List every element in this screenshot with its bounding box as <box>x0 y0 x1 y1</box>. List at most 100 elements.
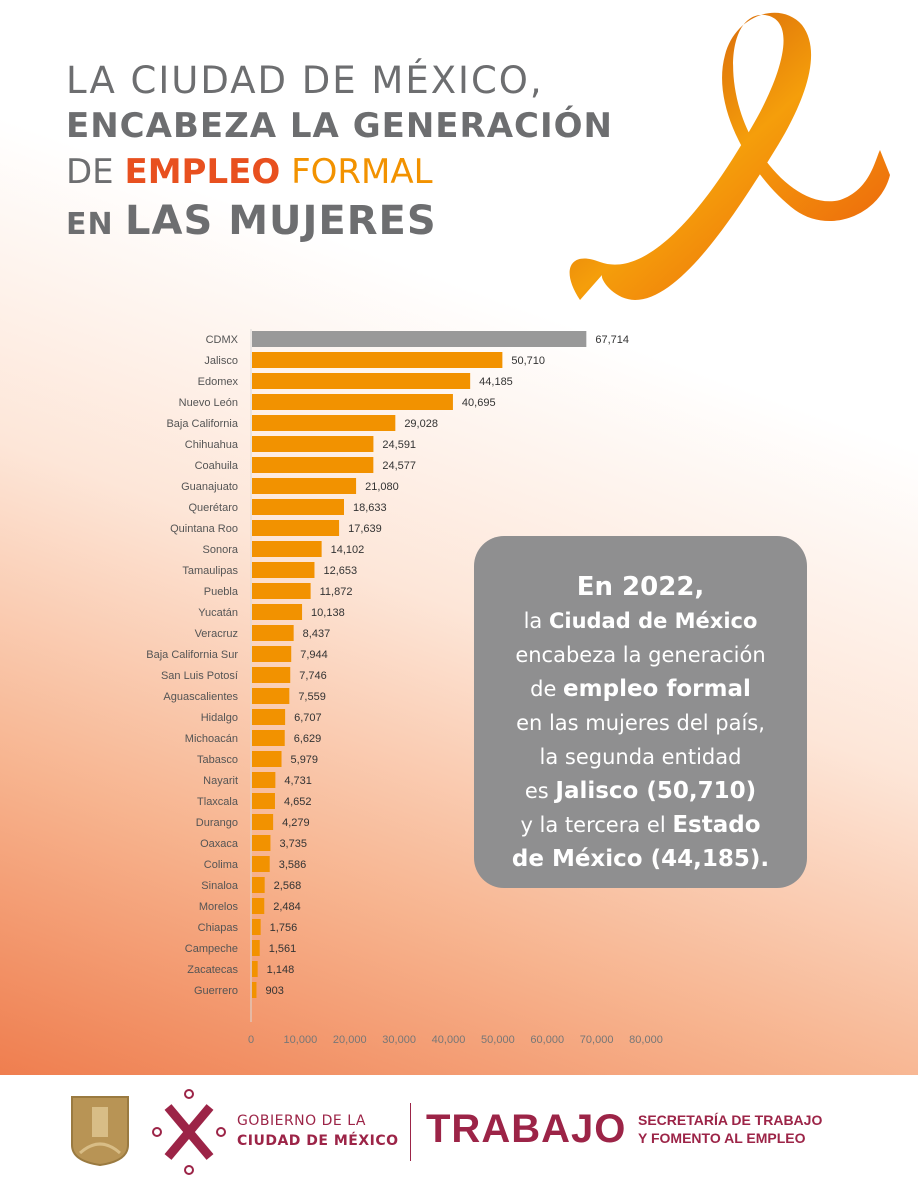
callout-line: en las mujeres del país, <box>516 711 765 735</box>
footer-divider <box>410 1103 411 1161</box>
callout-bold: empleo formal <box>563 676 751 702</box>
category-label: Colima <box>204 859 239 871</box>
value-label: 17,639 <box>348 523 382 535</box>
cdmx-logo-icon <box>152 1089 226 1175</box>
bar-chart: CDMX 67,714 Jalisco 50,710 Edomex 44,185 Nuevo… <box>146 329 663 1046</box>
callout-line: la Ciudad de México <box>474 604 807 638</box>
callout-line: de México (44,185). <box>474 842 807 876</box>
bar <box>252 331 587 347</box>
bar <box>252 562 315 578</box>
value-label: 21,080 <box>365 481 399 493</box>
category-label: San Luis Potosí <box>161 670 238 682</box>
bar <box>252 646 292 662</box>
bar <box>252 919 261 935</box>
secretaria-label: SECRETARÍA DE TRABAJO Y FOMENTO AL EMPLE… <box>638 1111 822 1147</box>
value-label: 2,568 <box>274 880 302 892</box>
bar <box>252 982 257 998</box>
value-label: 3,586 <box>279 859 307 871</box>
gob-line-1: GOBIERNO DE LA <box>237 1113 366 1129</box>
value-label: 1,148 <box>267 964 295 976</box>
category-label: Tlaxcala <box>197 796 239 808</box>
bar <box>252 373 471 389</box>
bar <box>252 667 291 683</box>
value-label: 12,653 <box>323 565 357 577</box>
bar <box>252 352 503 368</box>
gobierno-cdmx-label: GOBIERNO DE LA CIUDAD DE MÉXICO <box>237 1111 399 1151</box>
bar <box>252 898 265 914</box>
value-label: 14,102 <box>331 544 365 556</box>
category-label: Baja California <box>166 418 238 430</box>
value-label: 7,746 <box>299 670 327 682</box>
title-line-2: ENCABEZA LA GENERACIÓN <box>66 106 613 146</box>
value-label: 1,756 <box>270 922 298 934</box>
callout-bold: Estado <box>672 812 761 838</box>
bar <box>252 688 290 704</box>
value-label: 2,484 <box>273 901 301 913</box>
bar <box>252 520 340 536</box>
value-label: 67,714 <box>595 334 629 346</box>
callout-line: encabeza la generación <box>515 643 766 667</box>
bar <box>252 814 274 830</box>
bar <box>252 478 357 494</box>
bar <box>252 436 374 452</box>
value-label: 1,561 <box>269 943 297 955</box>
value-label: 8,437 <box>303 628 331 640</box>
x-tick-label: 70,000 <box>580 1034 614 1046</box>
bar <box>252 499 345 515</box>
category-label: Tamaulipas <box>182 565 238 577</box>
footer: GOBIERNO DE LA CIUDAD DE MÉXICO TRABAJO … <box>0 1075 918 1188</box>
callout-text: de <box>530 677 564 701</box>
sec-line-1: SECRETARÍA DE TRABAJO <box>638 1112 823 1128</box>
bar <box>252 751 282 767</box>
value-label: 29,028 <box>404 418 438 430</box>
title-line-4: EN LAS MUJERES <box>66 201 613 241</box>
category-label: Michoacán <box>185 733 238 745</box>
callout-year: En 2022, <box>576 572 705 602</box>
bar <box>252 415 396 431</box>
title-line-3: DE EMPLEO FORMAL <box>66 155 613 189</box>
callout-line: de empleo formal <box>474 672 807 706</box>
category-label: Sonora <box>203 544 239 556</box>
bar <box>252 835 271 851</box>
value-label: 7,944 <box>300 649 328 661</box>
cdmx-shield-icon <box>71 1096 129 1167</box>
value-label: 50,710 <box>511 355 545 367</box>
category-label: Zacatecas <box>187 964 238 976</box>
category-label: Veracruz <box>195 628 238 640</box>
category-label: Sinaloa <box>201 880 239 892</box>
category-label: Nuevo León <box>179 397 238 409</box>
value-label: 24,591 <box>382 439 416 451</box>
sec-line-2: Y FOMENTO AL EMPLEO <box>638 1130 806 1146</box>
bar <box>252 730 285 746</box>
title-las-mujeres: LAS MUJERES <box>125 198 437 244</box>
callout-text: la <box>523 609 549 633</box>
category-label: Jalisco <box>204 355 238 367</box>
value-label: 4,279 <box>282 817 310 829</box>
x-tick-label: 20,000 <box>333 1034 367 1046</box>
bar <box>252 457 374 473</box>
category-label: Guanajuato <box>181 481 238 493</box>
value-label: 4,652 <box>284 796 312 808</box>
bar <box>252 961 258 977</box>
callout-line: y la tercera el Estado <box>474 808 807 842</box>
category-label: Edomex <box>198 376 239 388</box>
bar <box>252 856 270 872</box>
title-empleo: EMPLEO <box>124 152 281 192</box>
x-tick-label: 40,000 <box>432 1034 466 1046</box>
category-label: Chiapas <box>198 922 239 934</box>
callout-text: es <box>524 779 556 803</box>
x-tick-label: 50,000 <box>481 1034 515 1046</box>
callout-line: es Jalisco (50,710) <box>474 774 807 808</box>
x-tick-label: 60,000 <box>530 1034 564 1046</box>
callout-line: la segunda entidad <box>539 745 742 769</box>
value-label: 903 <box>265 985 283 997</box>
value-label: 10,138 <box>311 607 345 619</box>
bar <box>252 877 265 893</box>
x-tick-label: 10,000 <box>284 1034 318 1046</box>
category-label: Campeche <box>185 943 238 955</box>
value-label: 24,577 <box>382 460 416 472</box>
bar <box>252 604 303 620</box>
value-label: 6,707 <box>294 712 322 724</box>
bar <box>252 583 311 599</box>
callout-bold: de México (44,185). <box>511 846 770 872</box>
